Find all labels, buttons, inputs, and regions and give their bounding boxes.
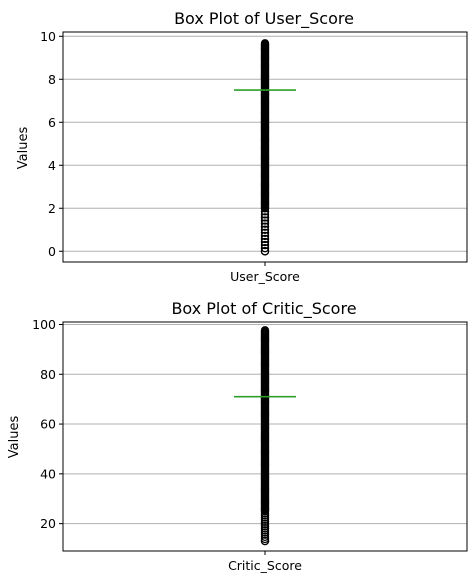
y-tick-label: 100 <box>32 317 56 332</box>
outlier-point <box>260 509 270 518</box>
outlier-point <box>260 234 270 244</box>
x-tick-label: User_Score <box>230 269 300 284</box>
outlier-point <box>260 216 270 225</box>
y-tick-label: 6 <box>48 115 56 130</box>
outlier-point <box>260 247 270 256</box>
y-tick-label: 80 <box>40 367 56 382</box>
y-tick-label: 0 <box>48 244 56 259</box>
outlier-points <box>260 326 270 546</box>
y-axis-label: Values <box>16 127 31 170</box>
outlier-point <box>260 39 270 48</box>
y-tick-label: 60 <box>40 417 56 432</box>
y-tick-label: 10 <box>40 29 56 44</box>
chart-title: Box Plot of Critic_Score <box>171 299 356 319</box>
critic-score-box-plot: Box Plot of Critic_Score Values 20 40 60 80… <box>7 299 468 573</box>
outlier-point <box>260 228 270 238</box>
y-axis-ticks: 20 40 60 80 100 <box>32 317 63 531</box>
chart-title: Box Plot of User_Score <box>174 9 354 29</box>
outlier-point <box>260 326 270 335</box>
y-axis-label: Values <box>7 416 22 459</box>
outlier-point <box>260 243 270 253</box>
outlier-point <box>260 237 270 247</box>
outlier-point <box>260 207 270 216</box>
user-score-box-plot: Box Plot of User_Score Values 0 2 4 6 8 10 Us… <box>16 9 468 284</box>
outlier-point <box>260 204 270 213</box>
outlier-point <box>260 219 270 228</box>
outlier-point <box>260 231 270 241</box>
y-tick-label: 20 <box>40 516 56 531</box>
y-tick-label: 4 <box>48 158 56 173</box>
x-tick-label: Critic_Score <box>228 558 302 573</box>
y-tick-label: 40 <box>40 466 56 481</box>
outlier-point <box>260 213 270 222</box>
outlier-point <box>260 210 270 219</box>
outlier-point <box>260 240 270 250</box>
y-tick-label: 8 <box>48 72 56 87</box>
x-axis-ticks: User_Score <box>230 262 300 284</box>
y-tick-label: 2 <box>48 201 56 216</box>
outlier-point <box>260 222 270 231</box>
outlier-points <box>260 39 270 256</box>
outlier-point <box>260 225 270 234</box>
x-axis-ticks: Critic_Score <box>228 551 302 573</box>
outlier-point <box>260 536 270 546</box>
y-axis-ticks: 0 2 4 6 8 10 <box>40 29 63 259</box>
